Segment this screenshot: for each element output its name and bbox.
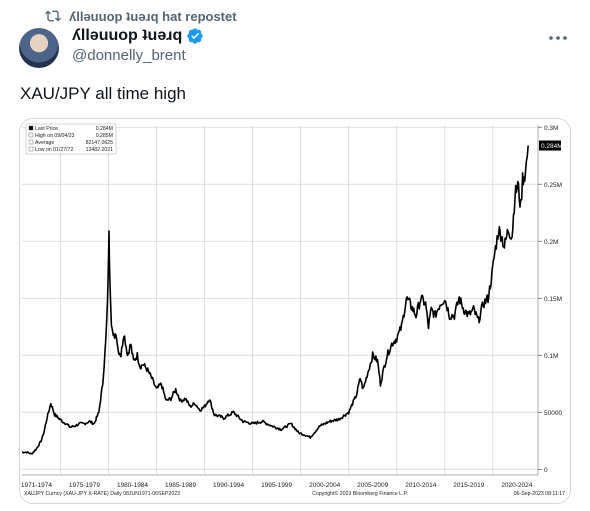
x-tick-label: 2020-2024 xyxy=(501,482,532,489)
chart-footer: XAUJPY Curncy (XAU-JPY X-RATE) Daily 08J… xyxy=(24,490,565,497)
x-tick-label: 2010-2014 xyxy=(405,482,436,489)
x-tick-label: 1971-1974 xyxy=(21,482,52,489)
footer-copyright: Copyright© 2023 Bloomberg Finance L.P. xyxy=(312,490,407,497)
author-display-name[interactable]: ʎllǝuuop ʇuǝɹq xyxy=(72,27,183,44)
legend-swatch xyxy=(28,146,34,152)
verified-badge-icon[interactable] xyxy=(186,27,204,45)
legend-swatch xyxy=(28,139,34,145)
last-price-tag: 0.284M xyxy=(539,140,563,151)
legend-value: 0.284M xyxy=(96,126,113,132)
legend-swatch xyxy=(28,132,34,138)
x-tick-label: 1990-1994 xyxy=(213,482,244,489)
footer-timestamp: 06-Sep-2023 08:11:17 xyxy=(514,491,565,497)
legend-label: Low on 01/27/72 xyxy=(35,147,73,153)
repost-indicator: ʎllǝuuop ʇuǝɹq hat repostet xyxy=(45,7,237,25)
chart-image[interactable]: 0.3M 0.25M 0.2M 0.15M 0.1M 50000 0 1971-1974 19… xyxy=(19,118,571,504)
more-button[interactable] xyxy=(546,28,570,48)
x-tick-label: 2005-2009 xyxy=(357,482,388,489)
author-handle[interactable]: @donnelly_brent xyxy=(72,47,186,64)
xau-jpy-chart: 0.3M 0.25M 0.2M 0.15M 0.1M 50000 0 1971-1974 19… xyxy=(20,119,570,503)
legend-value: 82147.0625 xyxy=(86,140,114,146)
y-tick-label: 0.25M xyxy=(544,182,562,189)
more-horizontal-icon xyxy=(549,36,567,40)
y-tick-label: 50000 xyxy=(544,410,562,417)
tweet-author: ʎllǝuuop ʇuǝɹq @donnelly_brent xyxy=(72,26,204,64)
y-tick-label: 0.15M xyxy=(544,296,562,303)
x-tick-label: 1995-1999 xyxy=(261,482,292,489)
legend-value: 13482.2021 xyxy=(86,147,114,153)
legend-swatch xyxy=(28,125,34,131)
legend-box xyxy=(25,123,117,155)
avatar[interactable] xyxy=(19,28,59,68)
repost-text: ʎllǝuuop ʇuǝɹq hat repostet xyxy=(69,8,237,24)
chart-legend: Last Price 0.284M High on 09/04/23 0.285M Av… xyxy=(25,123,117,155)
last-price-tag-box xyxy=(539,140,561,151)
last-price-tag-label: 0.284M xyxy=(541,143,563,150)
tweet-text: XAU/JPY all time high xyxy=(20,84,186,103)
x-tick-label: 2000-2004 xyxy=(309,482,340,489)
repost-icon xyxy=(45,10,61,22)
footer-source: XAUJPY Curncy (XAU-JPY X-RATE) Daily 08J… xyxy=(24,491,180,497)
y-tick-label: 0 xyxy=(544,467,548,474)
legend-label: Average xyxy=(35,140,54,146)
price-line xyxy=(21,145,529,455)
y-tick-label: 0.1M xyxy=(544,353,558,360)
x-tick-label: 1985-1989 xyxy=(165,482,196,489)
x-tick-label: 1975-1979 xyxy=(69,482,100,489)
y-tick-label: 0.2M xyxy=(544,239,558,246)
legend-label: Last Price xyxy=(35,126,58,132)
y-tick-label: 0.3M xyxy=(544,125,558,132)
x-tick-label: 2015-2019 xyxy=(453,482,484,489)
legend-value: 0.285M xyxy=(96,133,113,139)
x-tick-label: 1980-1984 xyxy=(117,482,148,489)
legend-label: High on 09/04/23 xyxy=(35,133,75,139)
